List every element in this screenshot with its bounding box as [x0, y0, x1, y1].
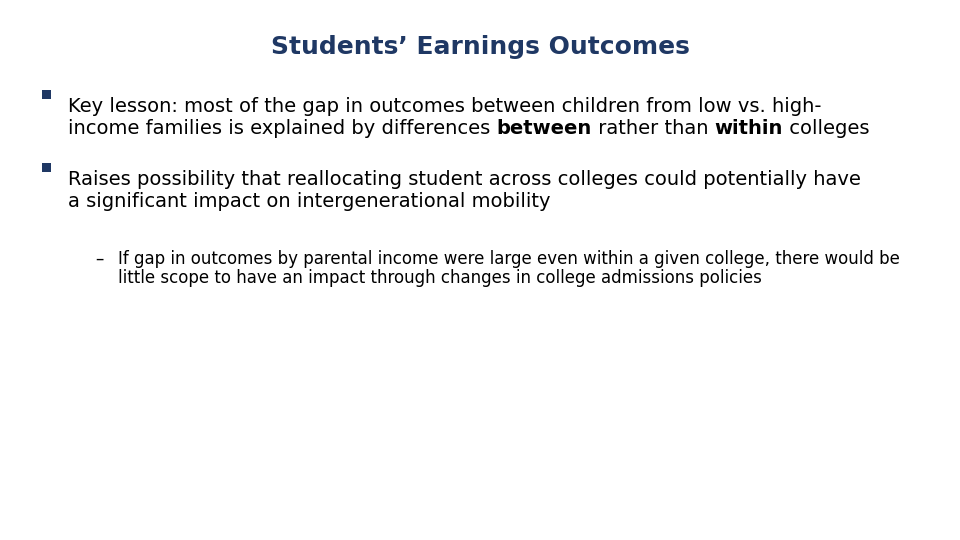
Text: Students’ Earnings Outcomes: Students’ Earnings Outcomes: [271, 35, 689, 59]
Bar: [42, 163, 51, 172]
Bar: [42, 90, 51, 99]
Text: Raises possibility that reallocating student across colleges could potentially h: Raises possibility that reallocating stu…: [68, 170, 861, 189]
Text: income families is explained by differences: income families is explained by differen…: [68, 119, 496, 138]
Text: –: –: [95, 250, 104, 268]
Text: rather than: rather than: [591, 119, 714, 138]
Text: little scope to have an impact through changes in college admissions policies: little scope to have an impact through c…: [118, 269, 762, 287]
Text: If gap in outcomes by parental income were large even within a given college, th: If gap in outcomes by parental income we…: [118, 250, 900, 268]
Text: within: within: [714, 119, 782, 138]
Text: between: between: [496, 119, 591, 138]
Text: colleges: colleges: [782, 119, 870, 138]
Text: a significant impact on intergenerational mobility: a significant impact on intergenerationa…: [68, 192, 550, 211]
Text: Key lesson: most of the gap in outcomes between children from low vs. high-: Key lesson: most of the gap in outcomes …: [68, 97, 822, 116]
